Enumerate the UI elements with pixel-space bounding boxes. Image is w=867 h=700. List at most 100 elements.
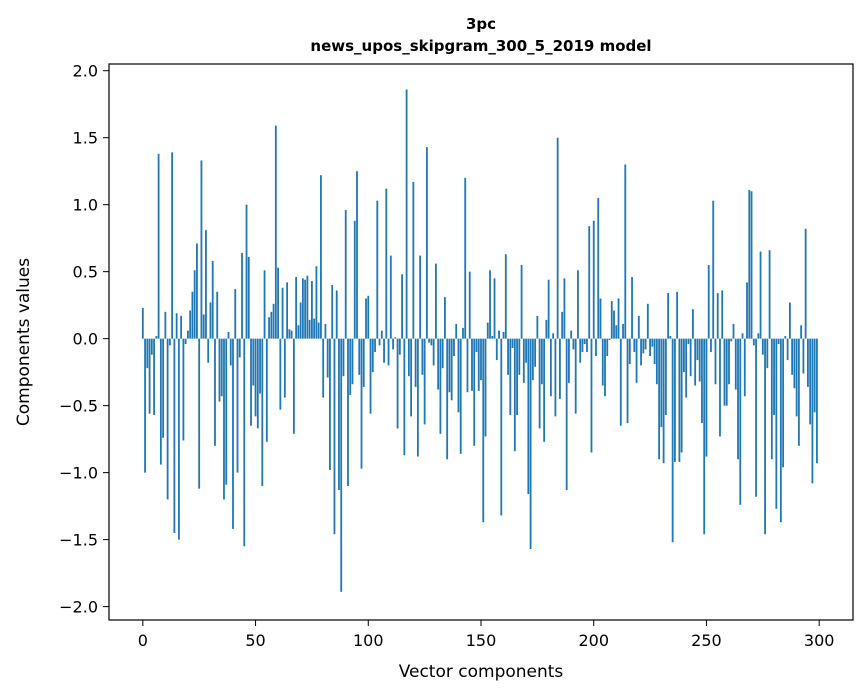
bar xyxy=(640,338,642,366)
bar xyxy=(283,338,286,398)
bar xyxy=(473,338,476,446)
bar xyxy=(279,338,282,410)
bar xyxy=(164,311,167,339)
bar xyxy=(412,181,415,339)
bar xyxy=(809,338,812,425)
bar xyxy=(480,338,482,381)
bar xyxy=(414,338,417,387)
bar xyxy=(577,270,579,339)
bar xyxy=(292,338,295,434)
bar xyxy=(644,338,647,350)
bar xyxy=(768,250,771,339)
x-tick-label: 50 xyxy=(245,631,265,650)
bar xyxy=(807,338,809,387)
y-tick-label: 1.0 xyxy=(73,196,98,215)
bar xyxy=(250,338,252,426)
bar xyxy=(660,338,663,428)
bar xyxy=(486,322,489,339)
bar xyxy=(626,338,629,424)
x-axis-ticks: 0 50 100 150 200 250 300 xyxy=(138,620,835,650)
bar xyxy=(610,301,613,339)
bar xyxy=(324,323,327,339)
bar xyxy=(295,277,298,339)
bar xyxy=(653,338,656,365)
bar xyxy=(425,147,428,339)
bar xyxy=(252,338,255,386)
bar xyxy=(229,338,232,366)
bar xyxy=(184,338,187,345)
bar xyxy=(171,152,174,339)
bar xyxy=(689,338,692,377)
bar xyxy=(329,338,331,470)
bar xyxy=(676,291,679,339)
bar xyxy=(556,137,559,339)
bar xyxy=(728,338,730,385)
bar xyxy=(716,293,719,339)
bar xyxy=(459,338,462,454)
bar xyxy=(493,278,496,339)
bar xyxy=(146,338,149,369)
bar xyxy=(683,338,685,373)
bar xyxy=(667,293,670,339)
bar xyxy=(205,230,207,339)
bar xyxy=(304,279,307,339)
bar xyxy=(462,327,464,339)
bar xyxy=(813,338,816,413)
bar xyxy=(597,197,600,339)
bar xyxy=(247,256,250,339)
bar xyxy=(791,338,794,375)
bar xyxy=(572,338,575,350)
bar xyxy=(416,338,419,457)
bar xyxy=(743,338,746,397)
bar xyxy=(468,271,471,339)
bar xyxy=(155,335,158,339)
bar xyxy=(446,338,449,460)
bar xyxy=(299,302,302,339)
bar xyxy=(175,313,178,339)
bar xyxy=(529,338,532,549)
bar xyxy=(196,243,198,339)
bar xyxy=(522,338,525,383)
bar xyxy=(617,298,620,339)
bar xyxy=(723,338,726,406)
bar xyxy=(410,338,413,417)
bar xyxy=(705,338,708,457)
bar xyxy=(784,335,787,339)
bar xyxy=(777,338,780,345)
bar xyxy=(441,338,444,369)
bar xyxy=(202,314,205,339)
bar xyxy=(218,338,221,402)
bar xyxy=(719,338,721,437)
bar xyxy=(288,329,291,339)
bar xyxy=(281,287,284,339)
x-tick-label: 0 xyxy=(138,631,148,650)
bar xyxy=(421,338,424,375)
bar xyxy=(504,254,507,339)
bar xyxy=(471,338,473,391)
bar xyxy=(234,289,237,339)
bar xyxy=(153,338,155,416)
bar xyxy=(624,164,627,339)
bar xyxy=(563,278,566,339)
bar xyxy=(430,338,433,346)
bar xyxy=(362,338,365,387)
x-tick-label: 300 xyxy=(804,631,835,650)
y-tick-label: 2.0 xyxy=(73,62,98,81)
bar xyxy=(333,338,336,535)
bar xyxy=(317,322,320,339)
bar xyxy=(678,338,681,462)
bar xyxy=(513,338,516,452)
bar xyxy=(340,338,343,592)
bar xyxy=(274,125,277,339)
bar xyxy=(423,338,426,425)
bar xyxy=(696,338,699,361)
bar xyxy=(559,338,561,399)
bar xyxy=(168,338,171,346)
bar xyxy=(511,338,514,349)
bar xyxy=(599,298,602,339)
y-tick-label: 0.5 xyxy=(73,263,98,282)
bar xyxy=(374,338,376,353)
y-tick-label: 0.0 xyxy=(73,330,98,349)
bar xyxy=(306,275,309,339)
bar xyxy=(721,290,724,339)
